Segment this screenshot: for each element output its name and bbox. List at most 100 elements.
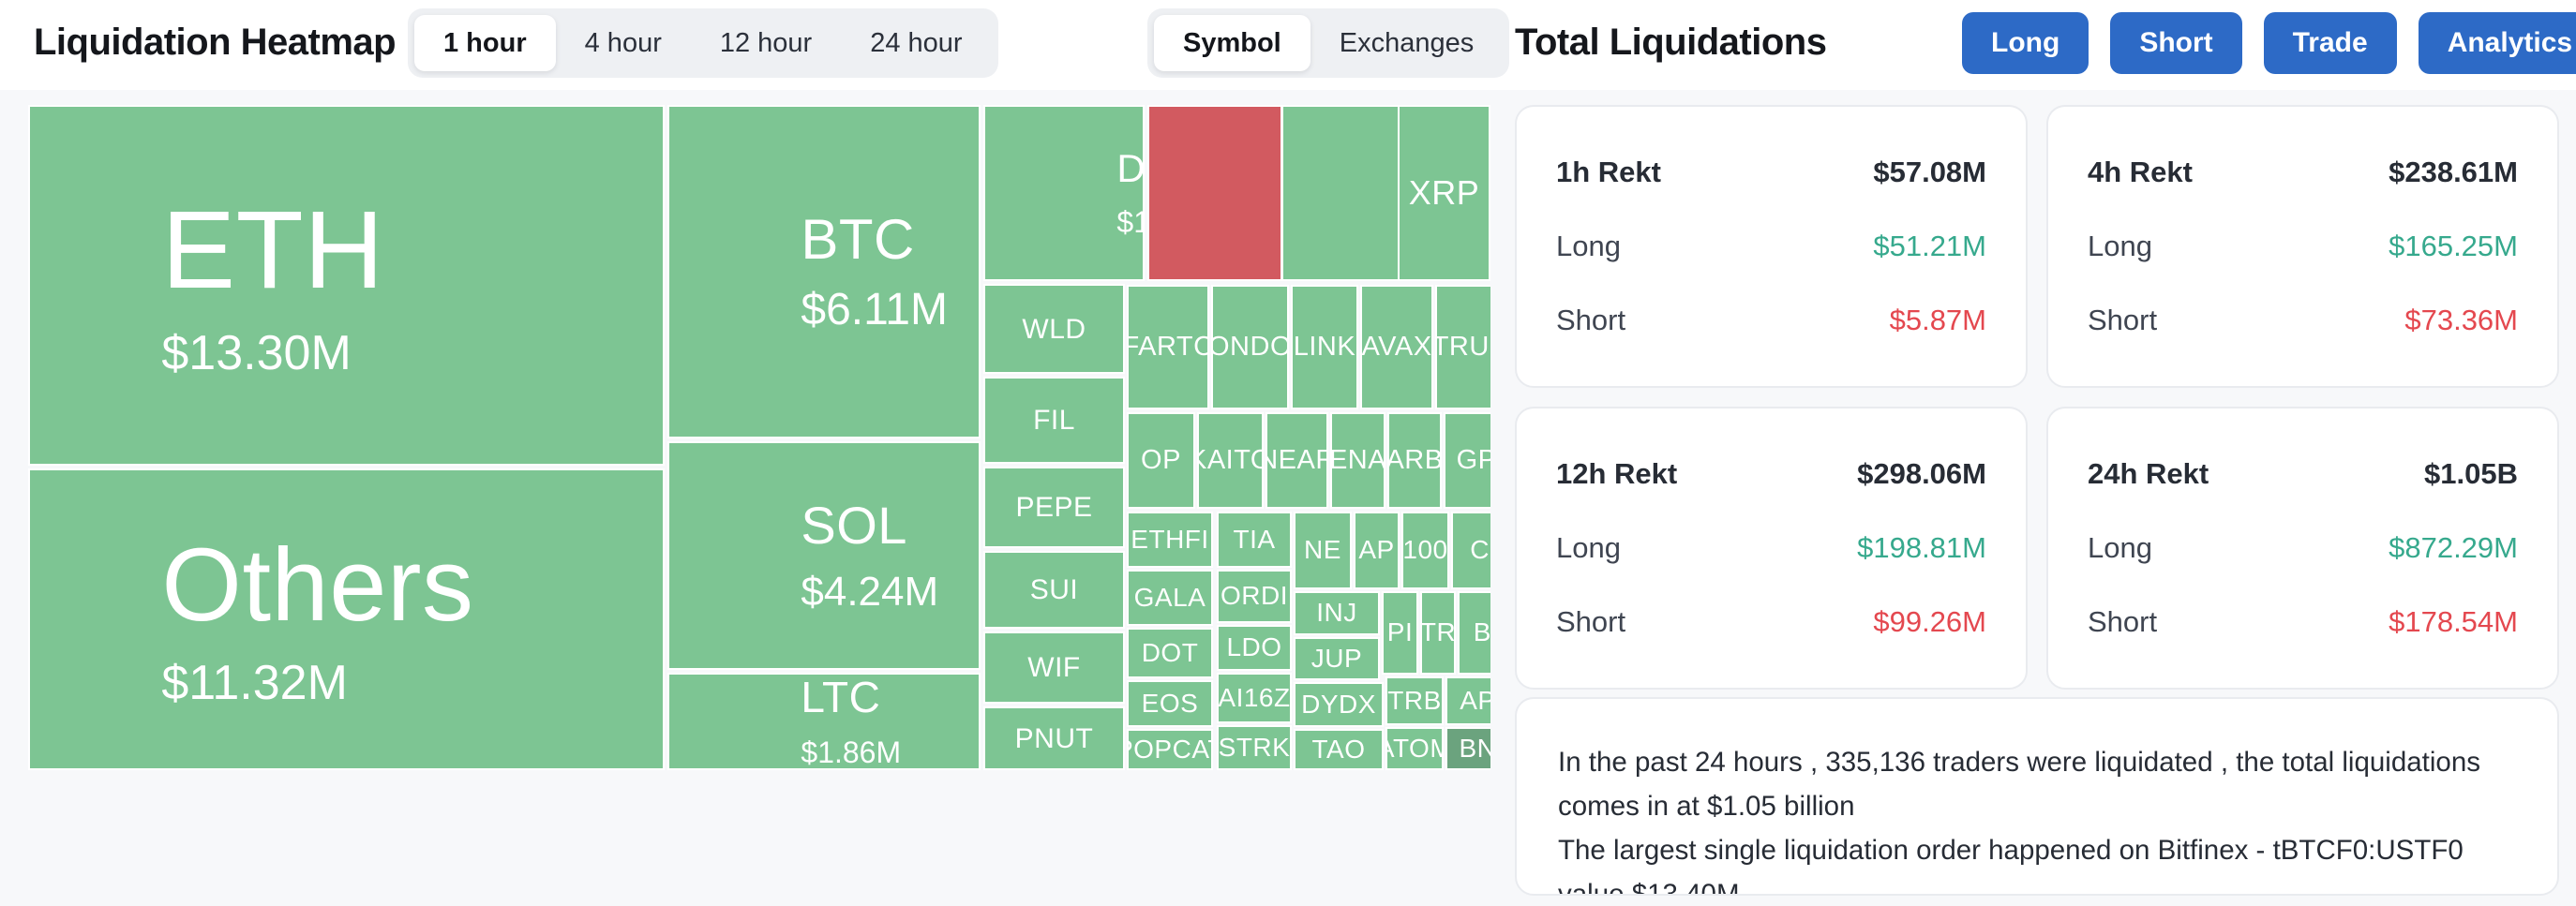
heatmap-tile-atom[interactable]: ATOM: [1385, 727, 1444, 770]
heatmap-tile-ondo[interactable]: ONDO: [1211, 285, 1289, 409]
heatmap-tile-wif[interactable]: WIF: [983, 631, 1125, 704]
summary-line-1: In the past 24 hours , 335,136 traders w…: [1558, 747, 2480, 822]
tab-24-hour[interactable]: 24 hour: [870, 27, 963, 58]
heatmap-tile-dydx[interactable]: DYDX: [1294, 682, 1384, 727]
heatmap-tile-trb[interactable]: TRB: [1385, 676, 1444, 725]
heatmap-tile-avax[interactable]: AVAX: [1360, 285, 1433, 409]
tile-symbol: DYDX: [1301, 689, 1376, 719]
heatmap-tile-gala[interactable]: GALA: [1127, 570, 1213, 626]
heatmap-tile-tia[interactable]: TIA: [1217, 512, 1292, 568]
heatmap-tile-arb[interactable]: ARB: [1387, 412, 1442, 509]
heatmap-tile-pnut[interactable]: PNUT: [983, 706, 1125, 770]
heatmap-tile-near[interactable]: NEAR: [1266, 412, 1328, 509]
long-button[interactable]: Long: [1962, 12, 2089, 74]
tile-value: $1.86M: [801, 735, 902, 769]
heatmap-tile-fartc[interactable]: FARTC: [1127, 285, 1209, 409]
tile-symbol: LTC: [801, 673, 881, 722]
heatmap-tile-ape[interactable]: APE: [1445, 676, 1490, 725]
heatmap-tile-eos[interactable]: EOS: [1127, 680, 1213, 727]
heatmap-tile-gps[interactable]: GPS: [1444, 412, 1490, 509]
heatmap-tile-ordi[interactable]: ORDI: [1217, 570, 1292, 623]
heatmap-tile-ldo[interactable]: LDO: [1217, 625, 1292, 671]
tile-symbol: ENA: [1330, 444, 1385, 475]
heatmap-tile-btc[interactable]: BTC $6.11M: [667, 105, 981, 438]
tile-value: $6.11M: [801, 284, 948, 334]
heatmap-tile-dot[interactable]: DOT: [1127, 628, 1213, 678]
heatmap-tile-1000pepe[interactable]: 1000PEPE$1.21M: [1281, 105, 1417, 281]
stat-card-12h: 12h Rekt $298.06M Long $198.81M Short $9…: [1515, 407, 2028, 690]
heatmap-tile-inj[interactable]: INJ: [1294, 591, 1380, 635]
tile-symbol: BNB: [1459, 733, 1490, 763]
heatmap-tile-xrp[interactable]: XRP: [1398, 105, 1490, 281]
heatmap-tile-jup[interactable]: JUP: [1294, 637, 1380, 680]
header-bar: Liquidation Heatmap 1 hour 4 hour 12 hou…: [0, 0, 2576, 90]
tile-symbol: APE: [1460, 685, 1490, 715]
short-value: $99.26M: [1873, 605, 1986, 638]
heatmap-tile-ne[interactable]: NE: [1294, 512, 1352, 589]
stat-card-24h: 24h Rekt $1.05B Long $872.29M Short $178…: [2046, 407, 2559, 690]
heatmap-tile-ap[interactable]: AP: [1354, 512, 1400, 589]
heatmap-tile-ai16z[interactable]: AI16Z: [1217, 673, 1292, 723]
heatmap-tile-sol[interactable]: SOL $4.24M: [667, 441, 981, 670]
heatmap-tile-ltc[interactable]: LTC $1.86M: [667, 673, 981, 770]
short-label: Short: [1556, 304, 1626, 336]
heatmap-tile-ethfi[interactable]: ETHFI: [1127, 512, 1213, 568]
heatmap-tile-strk[interactable]: STRK: [1217, 725, 1292, 770]
heatmap-tile-trump[interactable]: TRUMP: [1435, 285, 1490, 409]
long-label: Long: [2088, 531, 2152, 564]
heatmap-tile-op[interactable]: OP: [1127, 412, 1195, 509]
tile-symbol: JUP: [1310, 643, 1363, 673]
heatmap-tile-ena[interactable]: ENA: [1330, 412, 1385, 509]
heatmap-tile-bnb[interactable]: BNB: [1445, 727, 1490, 770]
tile-symbol: FARTC: [1127, 331, 1209, 362]
tile-symbol: ATOM: [1387, 733, 1442, 763]
tile-symbol: AI16Z: [1218, 682, 1291, 712]
heatmap-tile-popcat[interactable]: POPCAT: [1127, 729, 1213, 770]
tile-symbol: Others: [161, 527, 474, 643]
heatmap-tile-sui[interactable]: SUI: [983, 551, 1125, 629]
long-value: $165.25M: [2389, 230, 2518, 262]
heatmap-tile-pi[interactable]: PI: [1382, 591, 1418, 675]
heatmap-tile-link[interactable]: LINK: [1291, 285, 1358, 409]
heatmap-tile-eth[interactable]: ETH $13.30M: [28, 105, 665, 466]
tile-symbol: DOT: [1141, 637, 1199, 667]
period-label: 1h Rekt: [1556, 156, 1661, 188]
heatmap-tile-others[interactable]: Others $11.32M: [28, 468, 665, 770]
tab-symbol[interactable]: Symbol: [1154, 15, 1310, 71]
long-label: Long: [1556, 531, 1621, 564]
tab-12-hour[interactable]: 12 hour: [719, 27, 813, 58]
tile-symbol: ETH: [161, 188, 384, 312]
tab-exchanges[interactable]: Exchanges: [1339, 27, 1475, 58]
total-value: $1.05B: [2424, 457, 2518, 490]
tab-1-hour[interactable]: 1 hour: [414, 15, 556, 71]
short-button[interactable]: Short: [2110, 12, 2242, 74]
analytics-button[interactable]: Analytics: [2418, 12, 2576, 74]
tile-symbol: SOL: [801, 496, 907, 555]
heatmap-tile-fil[interactable]: FIL: [983, 377, 1125, 464]
heatmap-tile-ada[interactable]: ADA$1.43M: [1147, 105, 1283, 281]
heatmap-tile-cr[interactable]: CR: [1451, 512, 1490, 589]
tile-symbol: CR: [1470, 535, 1490, 565]
trade-button[interactable]: Trade: [2263, 12, 2397, 74]
heatmap-tile-kaito[interactable]: KAITO: [1197, 412, 1264, 509]
long-value: $872.29M: [2389, 531, 2518, 564]
tile-symbol: 100: [1402, 535, 1448, 565]
long-value: $198.81M: [1857, 531, 1986, 564]
tab-4-hour[interactable]: 4 hour: [584, 27, 662, 58]
tile-symbol: PI: [1386, 617, 1414, 647]
tile-symbol: BTC: [801, 207, 915, 271]
summary-line-2: The largest single liquidation order hap…: [1558, 835, 2464, 896]
heatmap-tile-wld[interactable]: WLD: [983, 284, 1125, 374]
tile-symbol: ARB: [1387, 444, 1442, 475]
tile-symbol: WLD: [1022, 313, 1086, 345]
short-label: Short: [2088, 605, 2158, 638]
total-value: $57.08M: [1873, 156, 1986, 188]
tile-symbol: TAO: [1311, 734, 1366, 764]
heatmap-tile-100[interactable]: 100: [1401, 512, 1449, 589]
heatmap-tile-doge[interactable]: DOGE $1.75M: [983, 105, 1145, 281]
heatmap-tile-pepe[interactable]: PEPE: [983, 467, 1125, 548]
heatmap-tile-bo[interactable]: BO: [1458, 591, 1490, 675]
heatmap-tile-tao[interactable]: TAO: [1294, 729, 1384, 770]
tile-symbol: NEAR: [1267, 444, 1326, 475]
heatmap-tile-tr[interactable]: TR: [1420, 591, 1456, 675]
